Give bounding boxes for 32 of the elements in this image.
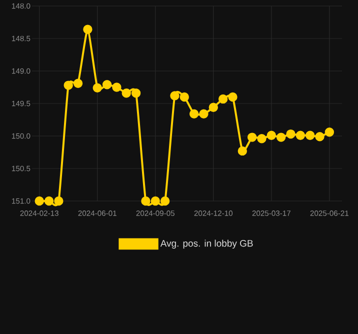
point <box>122 88 131 98</box>
point <box>286 129 296 139</box>
point <box>276 132 286 142</box>
point <box>228 92 238 102</box>
point <box>64 80 73 90</box>
point <box>141 196 150 206</box>
point <box>54 196 64 206</box>
point <box>257 134 266 144</box>
point <box>131 88 141 98</box>
point <box>170 91 180 100</box>
point <box>305 130 315 140</box>
point <box>102 80 112 90</box>
point <box>44 196 54 206</box>
point <box>324 128 334 137</box>
point <box>208 102 218 112</box>
point <box>189 109 199 119</box>
point <box>73 78 83 88</box>
point <box>160 196 170 206</box>
point <box>315 132 324 142</box>
point <box>266 130 276 140</box>
point <box>296 130 306 140</box>
legend-label: Avg. pos. in lobby GB <box>160 240 253 249</box>
point <box>112 82 122 92</box>
point <box>150 196 160 206</box>
point <box>218 94 228 104</box>
point <box>83 24 92 34</box>
point <box>247 132 257 142</box>
point <box>180 92 189 102</box>
point <box>199 109 208 119</box>
point <box>238 146 248 156</box>
point <box>34 196 44 206</box>
point <box>92 83 102 93</box>
